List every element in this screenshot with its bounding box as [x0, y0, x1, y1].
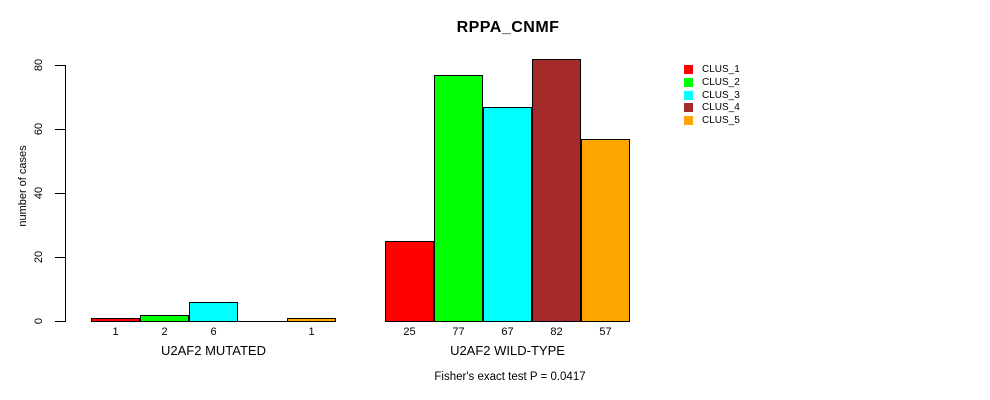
y-tick [55, 256, 65, 258]
bar-count-label: 6 [210, 326, 217, 338]
bar-count-label: 25 [403, 326, 416, 338]
bar-count-label: 57 [599, 326, 612, 338]
y-tick-label: 20 [33, 250, 45, 264]
y-tick-label: 60 [33, 122, 45, 136]
legend-item: CLUS_4 [684, 102, 740, 113]
legend-item: CLUS_2 [684, 77, 740, 88]
annotation-text: Fisher's exact test P = 0.0417 [434, 371, 586, 383]
legend-label: CLUS_1 [702, 64, 740, 75]
group-baseline [91, 321, 336, 322]
y-tick [55, 128, 65, 130]
bar-count-label: 1 [112, 326, 119, 338]
legend-label: CLUS_4 [702, 102, 740, 114]
legend-swatch [684, 103, 693, 113]
legend-item: CLUS_5 [684, 115, 740, 126]
y-tick [55, 192, 65, 194]
group-label: U2AF2 WILD-TYPE [450, 343, 565, 358]
chart-title: RPPA_CNMF [456, 19, 560, 36]
bar [581, 139, 630, 322]
legend-swatch [684, 116, 693, 125]
bar-count-label: 67 [501, 326, 514, 338]
bar [483, 107, 532, 322]
legend-item: CLUS_1 [684, 64, 740, 75]
y-axis-title: number of cases [17, 145, 29, 227]
bar [385, 241, 434, 322]
y-tick [55, 64, 65, 66]
bar-count-label: 1 [308, 326, 315, 338]
y-tick-label: 0 [33, 317, 45, 325]
group-label: U2AF2 MUTATED [161, 343, 266, 358]
bar-count-label: 2 [161, 326, 168, 338]
y-tick [55, 320, 65, 322]
y-tick-label: 40 [33, 186, 45, 200]
legend-item: CLUS_3 [684, 90, 740, 101]
bar [532, 59, 581, 322]
legend-label: CLUS_2 [702, 76, 740, 88]
bar-count-label: 82 [550, 326, 563, 338]
legend-label: CLUS_5 [702, 115, 740, 126]
bar [189, 302, 238, 322]
bar-count-label [238, 326, 287, 338]
legend-swatch [684, 65, 693, 74]
legend-label: CLUS_3 [702, 89, 740, 101]
legend-swatch [684, 90, 693, 100]
group-baseline [385, 321, 630, 322]
y-tick-label: 80 [33, 58, 45, 72]
bar [434, 75, 483, 322]
legend-swatch [684, 77, 693, 87]
y-axis-line [65, 65, 66, 322]
bar-count-label: 77 [452, 326, 465, 338]
